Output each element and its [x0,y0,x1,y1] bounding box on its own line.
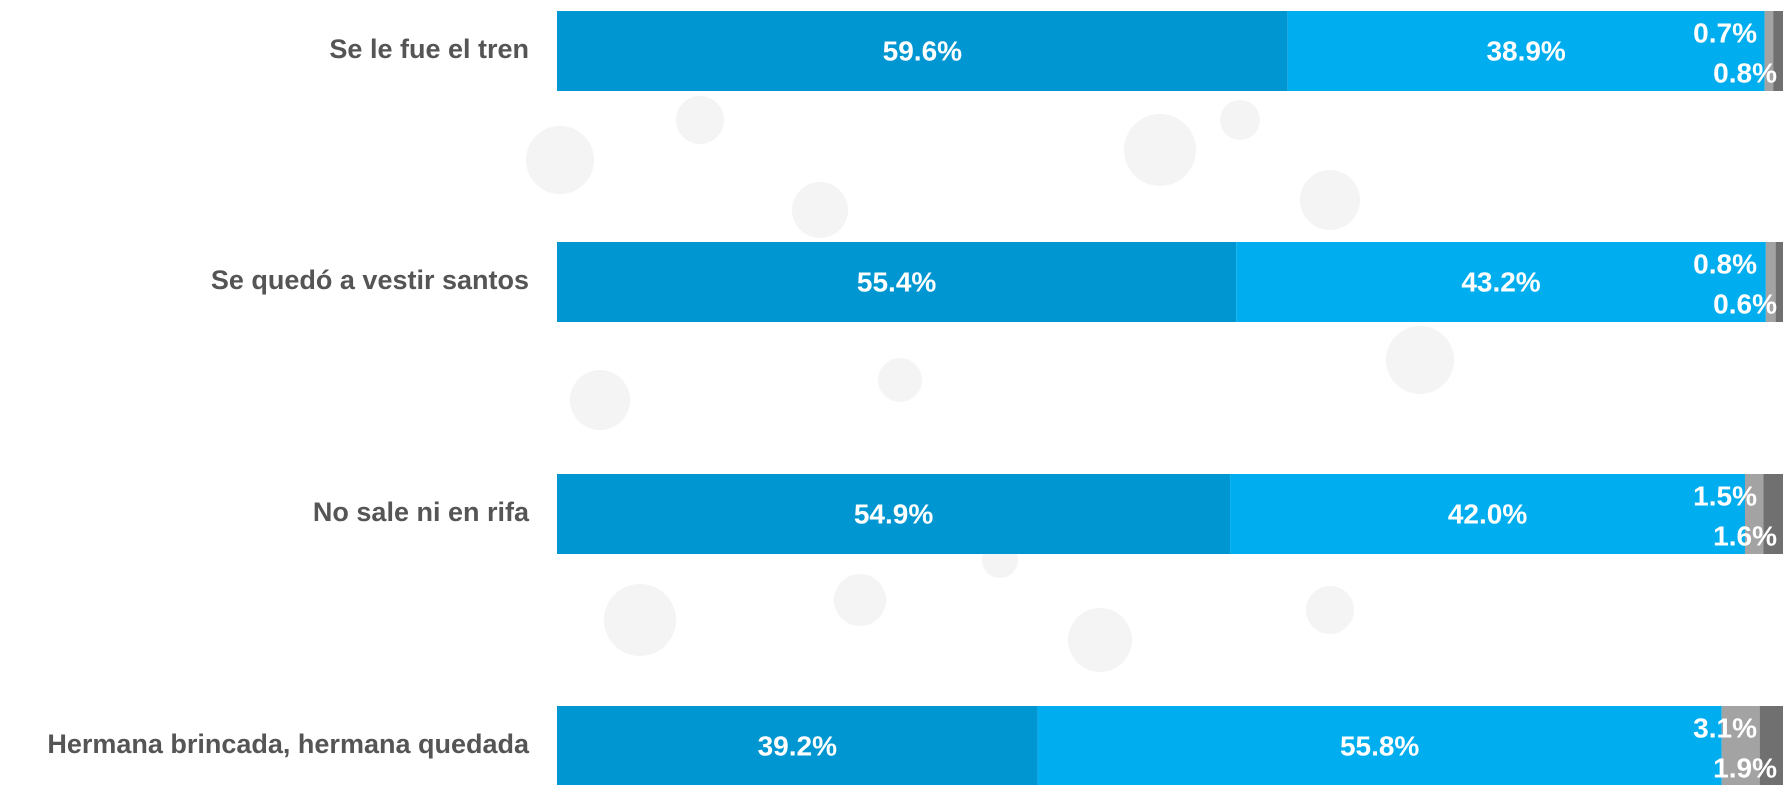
value-label: 43.2% [1461,266,1540,297]
value-label: 54.9% [854,498,933,529]
value-label: 55.4% [857,266,936,297]
value-label: 59.6% [883,35,962,66]
value-label: 0.8% [1713,57,1777,88]
bar-segment [557,242,1237,322]
bar-segment [1744,474,1764,554]
bar-segment [1763,474,1783,554]
bar-segment [1721,706,1760,785]
value-label: 0.7% [1693,17,1757,48]
category-label: No sale ni en rifa [313,497,530,527]
bar-segment [1765,242,1776,322]
value-label: 38.9% [1486,35,1565,66]
value-label: 55.8% [1340,730,1419,761]
value-label: 3.1% [1693,712,1757,743]
bar-segment [1775,242,1783,322]
value-label: 1.5% [1693,480,1757,511]
bar-segment [1759,706,1783,785]
value-label: 42.0% [1448,498,1527,529]
value-label: 39.2% [758,730,837,761]
bar-segment [1773,11,1783,91]
bar-segment [557,11,1288,91]
bar-segment [1037,706,1722,785]
category-label: Se quedó a vestir santos [211,265,529,295]
bar-segment [1764,11,1774,91]
value-label: 0.8% [1693,248,1757,279]
bar-segment [1236,242,1766,322]
bar-segment [557,474,1231,554]
value-label: 1.9% [1713,752,1777,783]
bar-segment [1230,474,1745,554]
background-decoration [526,96,1454,672]
value-label: 1.6% [1713,520,1777,551]
bar-segment [1287,11,1765,91]
bar-segment [557,706,1038,785]
category-label: Hermana brincada, hermana quedada [47,729,530,759]
value-label: 0.6% [1713,288,1777,319]
category-label: Se le fue el tren [329,34,529,64]
